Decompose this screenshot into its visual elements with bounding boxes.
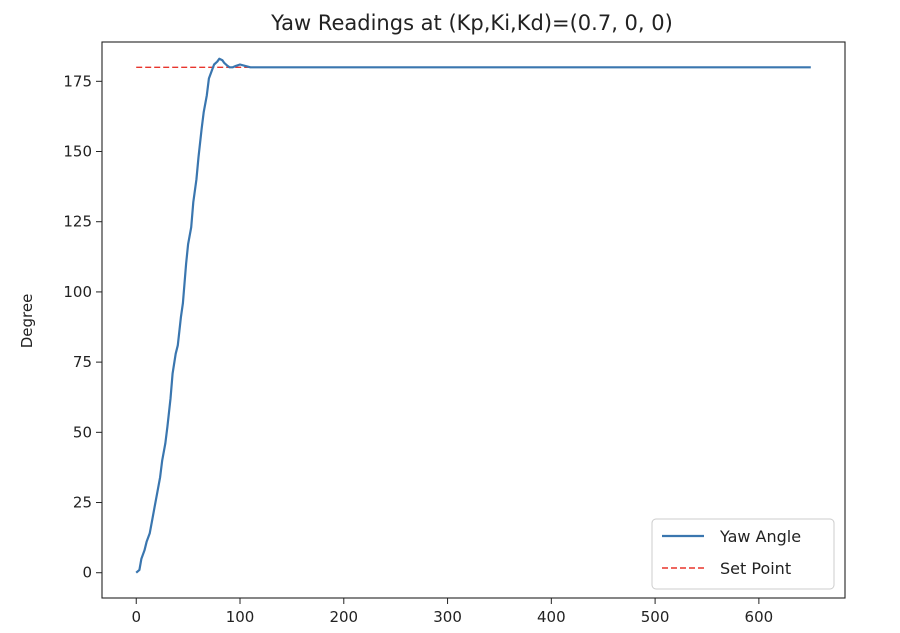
x-tick-label: 0	[131, 608, 141, 626]
y-tick-label: 100	[63, 283, 92, 301]
y-tick-label: 25	[73, 494, 92, 512]
y-tick-label: 150	[63, 143, 92, 161]
y-tick-label: 175	[63, 72, 92, 90]
series-line-yaw-angle	[135, 57, 811, 574]
chart-title: Yaw Readings at (Kp,Ki,Kd)=(0.7, 0, 0)	[270, 11, 673, 35]
plot-frame	[101, 41, 846, 599]
x-tick-label: 300	[433, 608, 462, 626]
y-tick-label: 125	[63, 213, 92, 231]
x-tick-label: 600	[745, 608, 774, 626]
y-axis-label: Degree	[18, 294, 36, 349]
legend: Yaw Angle Set Point	[651, 518, 835, 590]
y-tick-label: 50	[73, 423, 92, 441]
legend-label: Yaw Angle	[719, 527, 801, 546]
x-tick-label: 500	[641, 608, 670, 626]
x-tick-label: 200	[329, 608, 358, 626]
legend-label: Set Point	[720, 559, 791, 578]
x-tick-label: 100	[226, 608, 255, 626]
x-tick-label: 400	[537, 608, 566, 626]
y-tick-label: 75	[73, 353, 92, 371]
y-tick-label: 0	[82, 564, 92, 582]
